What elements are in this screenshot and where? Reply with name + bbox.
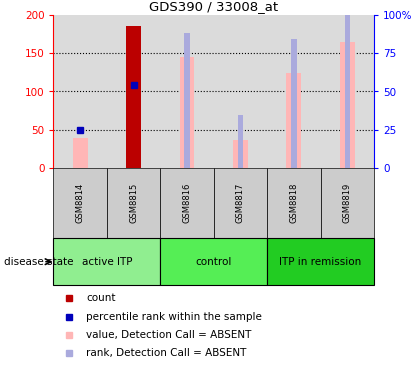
Bar [238, 115, 243, 168]
Bar [214, 168, 267, 238]
Bar [214, 15, 267, 168]
Text: GSM8818: GSM8818 [289, 183, 298, 223]
Bar [160, 238, 267, 285]
Text: rank, Detection Call = ABSENT: rank, Detection Call = ABSENT [86, 348, 247, 358]
Bar [180, 57, 194, 168]
Text: disease state: disease state [4, 257, 74, 267]
Text: GSM8816: GSM8816 [182, 183, 192, 223]
Bar [321, 168, 374, 238]
Bar [267, 168, 321, 238]
Title: GDS390 / 33008_at: GDS390 / 33008_at [149, 0, 278, 14]
Text: control: control [196, 257, 232, 267]
Bar [73, 138, 88, 168]
Text: active ITP: active ITP [82, 257, 132, 267]
Bar [344, 15, 350, 168]
Bar [107, 168, 160, 238]
Bar [233, 140, 248, 168]
Bar [53, 168, 107, 238]
Text: ITP in remission: ITP in remission [279, 257, 362, 267]
Bar [184, 33, 189, 168]
Text: count: count [86, 293, 115, 303]
Bar [53, 238, 160, 285]
Bar [267, 15, 321, 168]
Bar [321, 15, 374, 168]
Bar [53, 15, 107, 168]
Text: GSM8814: GSM8814 [76, 183, 85, 223]
Bar [126, 26, 141, 168]
Bar [160, 168, 214, 238]
Bar [160, 15, 214, 168]
Text: GSM8819: GSM8819 [343, 183, 352, 223]
Bar [286, 73, 301, 168]
Bar [291, 39, 297, 168]
Text: GSM8817: GSM8817 [236, 183, 245, 223]
Bar [267, 238, 374, 285]
Text: percentile rank within the sample: percentile rank within the sample [86, 311, 262, 322]
Bar [340, 41, 355, 168]
Text: value, Detection Call = ABSENT: value, Detection Call = ABSENT [86, 330, 252, 340]
Bar [107, 15, 160, 168]
Text: GSM8815: GSM8815 [129, 183, 138, 223]
